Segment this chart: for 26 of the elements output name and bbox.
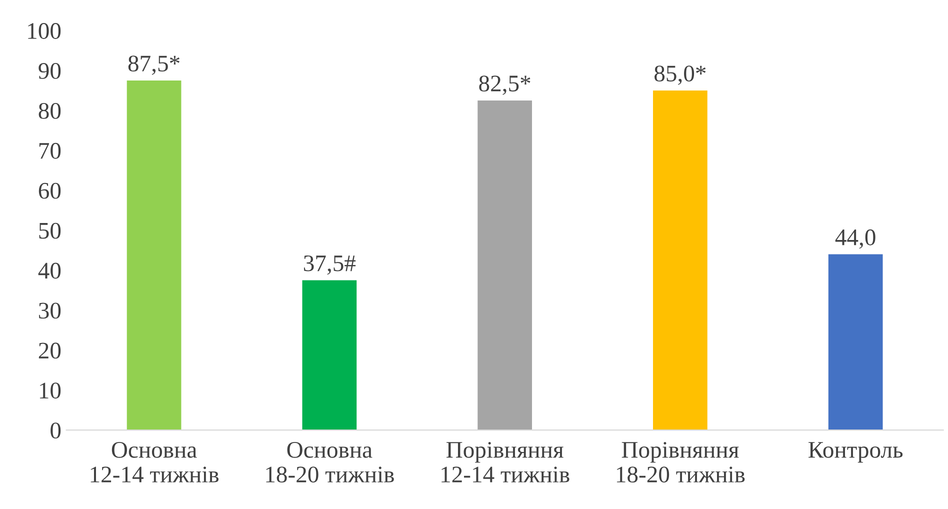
data-label: 37,5#: [304, 255, 356, 275]
y-tick-label: 60: [38, 182, 61, 199]
bar: [478, 100, 532, 430]
x-tick-label: Основна 12-14 тижнів: [90, 442, 219, 482]
y-tick-label: 10: [40, 382, 61, 399]
y-tick-label: 90: [38, 62, 61, 79]
x-tick-label: Контроль: [808, 442, 903, 463]
y-tick-label: 30: [39, 302, 61, 319]
bar: [653, 90, 708, 430]
y-tick-label: 0: [50, 422, 61, 439]
data-label: 82,5*: [479, 76, 530, 95]
y-tick-label: 50: [39, 222, 61, 239]
x-tick-label: Порівняння 18-20 тижнів: [616, 442, 745, 483]
bar: [126, 80, 182, 430]
data-label: 87,5*: [128, 56, 180, 75]
x-tick-label: Основна 18-20 тижнів: [266, 442, 394, 483]
y-tick-label: 20: [38, 342, 61, 359]
y-tick-label: 40: [38, 262, 61, 279]
bar: [302, 280, 357, 430]
y-tick-label: 80: [38, 102, 61, 119]
bar: [828, 254, 883, 430]
data-label: 85,0*: [654, 66, 706, 85]
x-tick-label: Порівняння 12-14 тижнів: [442, 442, 570, 482]
data-label: 44,0: [835, 229, 876, 249]
y-tick-label: 100: [28, 23, 61, 39]
y-tick-label: 70: [39, 142, 61, 159]
